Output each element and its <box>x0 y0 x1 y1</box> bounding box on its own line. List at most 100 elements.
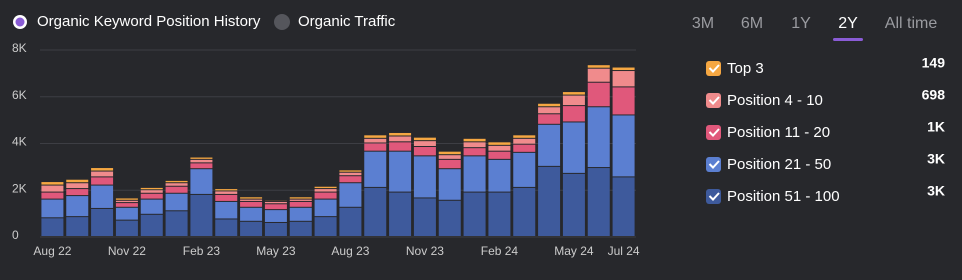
bar-segment <box>587 65 610 68</box>
bar-segment <box>41 199 64 218</box>
bar-segment <box>41 182 64 185</box>
bar-segment <box>364 143 387 151</box>
bar-segment <box>140 187 163 190</box>
y-tick-label: 2K <box>12 181 27 195</box>
y-tick-label: 4K <box>12 135 27 149</box>
bar-segment <box>289 221 312 236</box>
bar-segment <box>513 144 536 152</box>
check-mark <box>708 160 720 169</box>
bar-segment <box>91 168 114 171</box>
bar-segment <box>389 151 412 192</box>
bar-segment <box>165 193 188 211</box>
legend-checkbox[interactable] <box>706 93 721 108</box>
legend-checkbox[interactable] <box>706 61 721 76</box>
bar-segment <box>91 171 114 177</box>
bar-segment <box>91 208 114 236</box>
bar-segment <box>314 189 337 192</box>
bar-segment <box>240 207 263 221</box>
bar-segment <box>413 198 436 236</box>
bar-segment <box>364 151 387 187</box>
x-tick-label: Jul 24 <box>608 244 640 258</box>
bar-segment <box>165 183 188 186</box>
y-tick-label: 6K <box>12 88 27 102</box>
bar-segment <box>389 132 412 136</box>
bar-segment <box>438 155 461 159</box>
x-tick-label: May 24 <box>554 244 594 258</box>
bar-segment <box>488 151 511 159</box>
bar-segment <box>314 186 337 189</box>
legend-label[interactable]: Position 4 - 10 <box>727 92 823 109</box>
y-tick-label: 8K <box>12 41 27 55</box>
bar-segment <box>41 192 64 199</box>
bar-segment <box>264 204 287 210</box>
bar-segment <box>140 214 163 236</box>
bar-segment <box>612 67 635 71</box>
bar-segment <box>240 199 263 201</box>
bar-segment <box>364 135 387 138</box>
bar-segment <box>264 210 287 222</box>
range-tab[interactable]: 2Y <box>838 15 858 32</box>
legend-label[interactable]: Position 11 - 20 <box>727 124 830 141</box>
bar-segment <box>314 192 337 199</box>
range-tab[interactable]: All time <box>885 15 938 32</box>
legend-checkbox[interactable] <box>706 125 721 140</box>
bar-segment <box>339 170 362 172</box>
bar-segment <box>389 192 412 236</box>
legend-label[interactable]: Position 51 - 100 <box>727 188 840 205</box>
bar-segment <box>289 201 312 207</box>
toggle-label[interactable]: Organic Traffic <box>298 13 396 30</box>
bar-segment <box>140 199 163 214</box>
bar-segment <box>339 176 362 183</box>
y-tick-label: 0 <box>12 228 19 242</box>
bar-segment <box>413 141 436 147</box>
bar-segment <box>463 156 486 192</box>
bar-segment <box>413 137 436 141</box>
bar-segment <box>240 197 263 199</box>
toggle-label[interactable]: Organic Keyword Position History <box>37 13 261 30</box>
bar-segment <box>66 196 89 217</box>
bar-segment <box>115 198 138 200</box>
bar-segment <box>339 183 362 207</box>
bar-segment <box>215 194 238 201</box>
bar-segment <box>463 192 486 236</box>
legend-checkbox[interactable] <box>706 189 721 204</box>
x-tick-label: May 23 <box>256 244 296 258</box>
legend-value: 149 <box>922 55 946 71</box>
bar-segment <box>190 194 213 236</box>
bar-segment <box>612 87 635 115</box>
bar-segment <box>115 207 138 220</box>
bar-segment <box>190 159 213 163</box>
legend-label[interactable]: Position 21 - 50 <box>727 156 831 173</box>
range-tab[interactable]: 6M <box>741 15 763 32</box>
range-tab[interactable]: 3M <box>692 15 714 32</box>
bar-segment <box>41 185 64 192</box>
tab-underline <box>833 38 863 41</box>
range-tab[interactable]: 1Y <box>791 15 811 32</box>
bar-segment <box>538 103 561 107</box>
legend-value: 1K <box>927 119 945 135</box>
bar-segment <box>488 159 511 192</box>
bar-segment <box>115 200 138 203</box>
bar-segment <box>612 177 635 236</box>
radio-off[interactable] <box>274 14 290 30</box>
bar-segment <box>562 122 585 173</box>
legend-label[interactable]: Top 3 <box>727 60 764 77</box>
bar-segment <box>389 142 412 151</box>
legend-checkbox[interactable] <box>706 157 721 172</box>
bar-segment <box>513 138 536 144</box>
bar-segment <box>488 142 511 145</box>
bar-segment <box>66 179 89 183</box>
check-mark <box>708 128 720 137</box>
bar-segment <box>215 189 238 191</box>
bar-segment <box>438 151 461 155</box>
bar-segment <box>264 222 287 236</box>
radio-dot <box>15 17 25 27</box>
bar-segment <box>165 186 188 193</box>
x-tick-label: Nov 23 <box>406 244 444 258</box>
bar-segment <box>66 189 89 196</box>
bar-segment <box>389 136 412 142</box>
bar-segment <box>190 163 213 169</box>
check-mark <box>708 192 720 201</box>
legend-value: 3K <box>927 183 945 199</box>
